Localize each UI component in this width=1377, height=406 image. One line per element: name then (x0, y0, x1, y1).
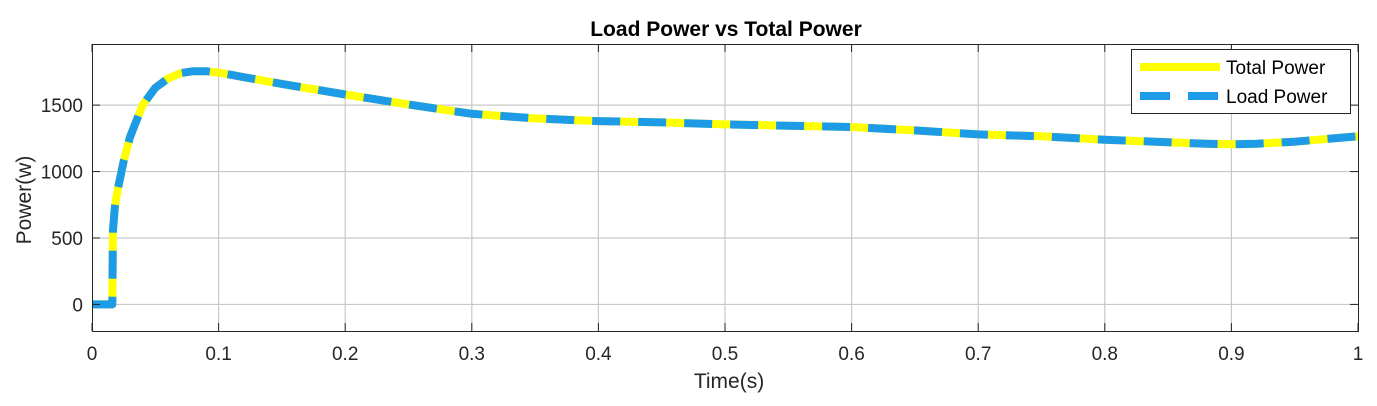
legend-label-total-power: Total Power (1226, 58, 1326, 79)
x-tick-label: 0.6 (838, 344, 864, 365)
y-tick-label: 1000 (41, 163, 83, 184)
legend-box (1131, 49, 1351, 114)
x-axis-label: Time(s) (694, 370, 764, 393)
y-tick-label: 500 (51, 229, 83, 250)
chart-title: Load Power vs Total Power (590, 18, 862, 41)
axis-ticks: 0 0.1 0.2 0.3 0.4 0.5 0.6 0.7 0.8 0.9 1 0 500 1000 150… (41, 44, 1364, 365)
series-line-total-power (92, 67, 1359, 309)
x-tick-label: 0.7 (965, 344, 991, 365)
y-tick-label: 1500 (41, 96, 83, 117)
x-tick-label: 0.3 (459, 344, 485, 365)
x-tick-label: 0.9 (1218, 344, 1244, 365)
x-tick-label: 0.2 (332, 344, 358, 365)
legend-label-load-power: Load Power (1226, 87, 1328, 108)
x-tick-label: 0.5 (712, 344, 738, 365)
x-tick-label: 0.4 (585, 344, 612, 365)
plot-series (92, 67, 1359, 309)
y-axis-label: Power(w) (13, 156, 36, 245)
y-tick-label: 0 (72, 295, 83, 316)
x-tick-label: 0.1 (205, 344, 231, 365)
x-tick-label: 1 (1353, 344, 1364, 365)
x-tick-label: 0.8 (1092, 344, 1118, 365)
legend: Total Power Load Power (1131, 49, 1351, 114)
x-tick-label: 0 (87, 344, 98, 365)
